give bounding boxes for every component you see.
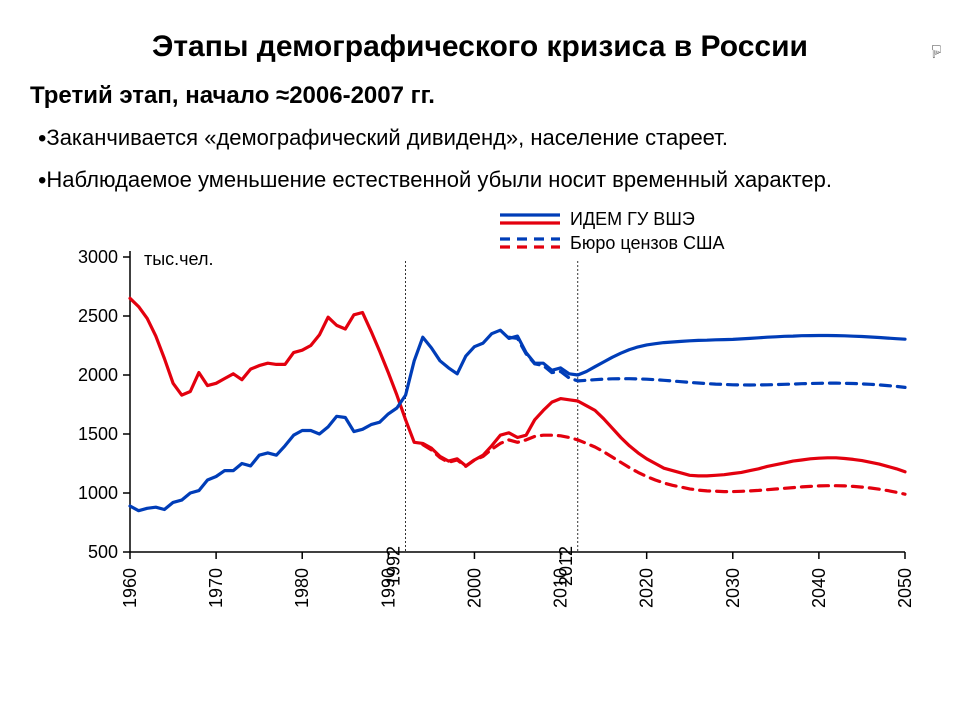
bullet-list: Заканчивается «демографический дивиденд»… [30, 122, 930, 197]
chart-svg: 500 1000 1500 2000 2500 3000 тыс.чел. 1960 1970 1… [40, 207, 920, 637]
svg-text:2500: 2500 [78, 306, 118, 326]
svg-text:2030: 2030 [723, 568, 743, 608]
svg-text:2020: 2020 [637, 568, 657, 608]
svg-text:2000: 2000 [464, 568, 484, 608]
svg-text:1960: 1960 [120, 568, 140, 608]
svg-text:1500: 1500 [78, 424, 118, 444]
bullet-item: Наблюдаемое уменьшение естественной убыл… [30, 164, 930, 196]
svg-text:1000: 1000 [78, 483, 118, 503]
svg-text:тыс.чел.: тыс.чел. [144, 249, 213, 269]
page-title: Этапы демографического кризиса в России [30, 30, 930, 64]
svg-text:500: 500 [88, 542, 118, 562]
bullet-item: Заканчивается «демографический дивиденд»… [30, 122, 930, 154]
svg-text:2050: 2050 [895, 568, 915, 608]
stage-subtitle: Третий этап, начало ≈2006-2007 гг. [30, 82, 930, 110]
svg-text:ИДЕМ ГУ ВШЭ: ИДЕМ ГУ ВШЭ [570, 209, 695, 229]
chart: 500 1000 1500 2000 2500 3000 тыс.чел. 1960 1970 1… [40, 207, 920, 637]
svg-text:3000: 3000 [78, 247, 118, 267]
svg-text:2040: 2040 [809, 568, 829, 608]
svg-text:1992: 1992 [384, 546, 404, 586]
svg-text:2000: 2000 [78, 365, 118, 385]
svg-text:Бюро цензов США: Бюро цензов США [570, 233, 725, 253]
cursor-icon: ☟ [931, 42, 942, 63]
svg-text:2012: 2012 [556, 546, 576, 586]
slide: ☟ Этапы демографического кризиса в Росси… [0, 0, 960, 720]
svg-text:1980: 1980 [292, 568, 312, 608]
svg-text:1970: 1970 [206, 568, 226, 608]
